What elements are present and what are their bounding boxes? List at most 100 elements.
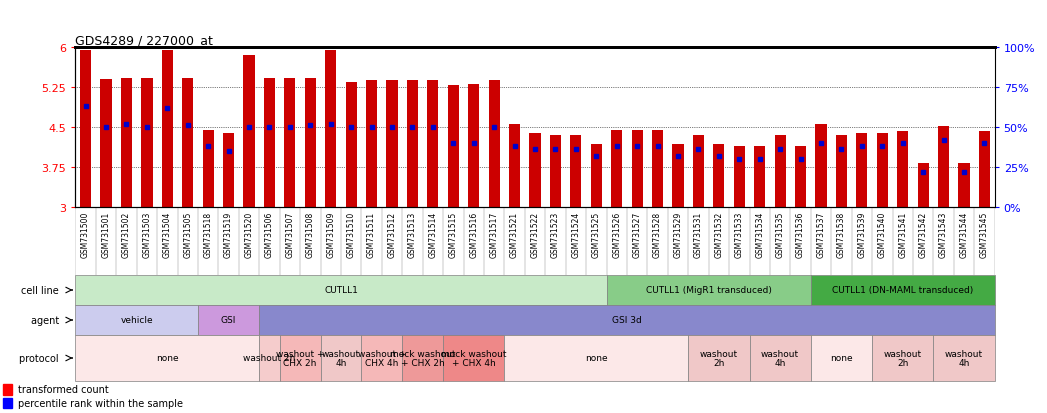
Bar <box>386 81 398 207</box>
Text: GSM731512: GSM731512 <box>387 211 397 257</box>
Text: percentile rank within the sample: percentile rank within the sample <box>19 398 183 408</box>
Bar <box>713 145 725 207</box>
Bar <box>402 335 443 381</box>
Text: washout
2h: washout 2h <box>699 349 738 368</box>
Text: GSM731532: GSM731532 <box>714 211 723 257</box>
Text: GSM731521: GSM731521 <box>510 211 519 257</box>
Text: GSM731518: GSM731518 <box>204 211 213 257</box>
Bar <box>161 50 173 207</box>
Bar <box>876 134 888 207</box>
Bar <box>917 164 929 207</box>
Text: GSM731540: GSM731540 <box>877 211 887 257</box>
Bar <box>260 305 995 335</box>
Text: washout +
CHX 2h: washout + CHX 2h <box>275 349 325 368</box>
Bar <box>816 125 827 207</box>
Text: GSM731543: GSM731543 <box>939 211 949 257</box>
Text: GSM731506: GSM731506 <box>265 211 274 257</box>
Text: washout
2h: washout 2h <box>884 349 921 368</box>
Bar <box>320 335 361 381</box>
Bar <box>448 86 459 207</box>
Bar <box>505 335 688 381</box>
Text: GSM731535: GSM731535 <box>776 211 784 257</box>
Bar <box>688 335 750 381</box>
Bar <box>938 127 950 207</box>
Text: GSM731508: GSM731508 <box>306 211 315 257</box>
Bar <box>75 275 606 305</box>
Text: GSM731533: GSM731533 <box>735 211 743 257</box>
Text: washout
4h: washout 4h <box>321 349 360 368</box>
Bar <box>243 56 254 207</box>
Text: GSM731542: GSM731542 <box>918 211 928 257</box>
Text: GSM731527: GSM731527 <box>632 211 642 257</box>
Text: GSM731509: GSM731509 <box>327 211 335 257</box>
Bar <box>120 79 132 207</box>
Bar <box>836 136 847 207</box>
Text: CUTLL1: CUTLL1 <box>324 286 358 295</box>
Text: GSM731523: GSM731523 <box>551 211 560 257</box>
Text: GSM731520: GSM731520 <box>245 211 253 257</box>
Text: GSM731514: GSM731514 <box>428 211 438 257</box>
Text: protocol: protocol <box>19 353 65 363</box>
Text: GSI 3d: GSI 3d <box>612 316 642 325</box>
Text: GSM731516: GSM731516 <box>469 211 478 257</box>
Text: GSM731502: GSM731502 <box>121 211 131 257</box>
Bar <box>550 136 561 207</box>
Bar <box>652 131 663 207</box>
Text: mock washout
+ CHX 4h: mock washout + CHX 4h <box>441 349 507 368</box>
Bar <box>2 398 13 408</box>
Bar <box>693 136 704 207</box>
Text: washout +
CHX 4h: washout + CHX 4h <box>358 349 406 368</box>
Bar <box>606 275 810 305</box>
Text: GSM731504: GSM731504 <box>163 211 172 257</box>
Text: GSM731503: GSM731503 <box>142 211 152 257</box>
Bar <box>182 79 194 207</box>
Text: transformed count: transformed count <box>19 385 109 394</box>
Text: cell line: cell line <box>21 285 65 295</box>
Text: vehicle: vehicle <box>120 316 153 325</box>
Bar <box>366 81 377 207</box>
Bar <box>810 275 995 305</box>
Text: GSM731501: GSM731501 <box>102 211 111 257</box>
Bar <box>754 146 765 207</box>
Text: GSM731525: GSM731525 <box>592 211 601 257</box>
Bar <box>198 305 260 335</box>
Text: GSM731545: GSM731545 <box>980 211 989 257</box>
Bar <box>305 79 316 207</box>
Text: GSM731531: GSM731531 <box>694 211 703 257</box>
Text: GSI: GSI <box>221 316 237 325</box>
Text: GSM731539: GSM731539 <box>857 211 866 257</box>
Bar <box>407 81 418 207</box>
Text: washout
4h: washout 4h <box>761 349 799 368</box>
Bar <box>775 136 785 207</box>
Text: GSM731519: GSM731519 <box>224 211 233 257</box>
Text: GSM731529: GSM731529 <box>673 211 683 257</box>
Bar <box>80 50 91 207</box>
Bar <box>75 305 198 335</box>
Text: none: none <box>156 354 179 363</box>
Bar <box>346 83 357 207</box>
Bar <box>223 134 235 207</box>
Text: GSM731505: GSM731505 <box>183 211 193 257</box>
Bar <box>361 335 402 381</box>
Bar <box>672 145 684 207</box>
Bar <box>285 79 295 207</box>
Bar <box>750 335 810 381</box>
Bar <box>427 81 439 207</box>
Text: GSM731524: GSM731524 <box>572 211 580 257</box>
Text: washout
4h: washout 4h <box>945 349 983 368</box>
Bar <box>810 335 872 381</box>
Text: GSM731511: GSM731511 <box>367 211 376 257</box>
Text: none: none <box>830 354 852 363</box>
Text: agent: agent <box>30 315 65 325</box>
Text: none: none <box>585 354 607 363</box>
Bar <box>141 79 153 207</box>
Text: GSM731513: GSM731513 <box>408 211 417 257</box>
Text: GSM731541: GSM731541 <box>898 211 907 257</box>
Text: CUTLL1 (DN-MAML transduced): CUTLL1 (DN-MAML transduced) <box>832 286 974 295</box>
Text: CUTLL1 (MigR1 transduced): CUTLL1 (MigR1 transduced) <box>646 286 772 295</box>
Bar <box>468 85 480 207</box>
Text: GSM731536: GSM731536 <box>796 211 805 257</box>
Bar <box>443 335 505 381</box>
Bar <box>856 134 868 207</box>
Bar <box>264 79 275 207</box>
